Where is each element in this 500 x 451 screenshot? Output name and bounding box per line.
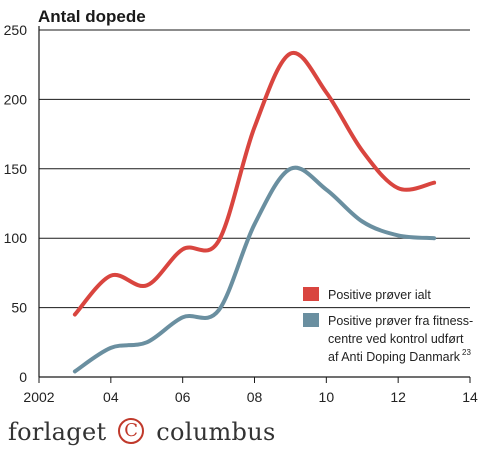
series-2-point: [217, 308, 221, 312]
publisher-name-left: forlaget: [8, 418, 107, 446]
series-1-point: [360, 149, 364, 153]
series-1-point: [324, 90, 328, 94]
series-1-point: [109, 274, 113, 278]
series-1-point: [432, 181, 436, 185]
legend: Positive prøver ialt Positive prøver fra …: [303, 287, 473, 364]
series-line-2: [72, 165, 437, 374]
series-1-point: [396, 186, 400, 190]
legend-label-2-line: Positive prøver fra fitness-: [328, 314, 473, 328]
y-tick-label: 100: [4, 230, 28, 246]
x-tick-label: 2002: [23, 389, 54, 405]
legend-label-1: Positive prøver ialt: [328, 288, 431, 302]
y-tick-label: 50: [11, 300, 27, 316]
publisher-name-right: columbus: [156, 418, 276, 446]
x-tick-label: 10: [319, 389, 335, 405]
axes: 0 50 100 150 200 250 2002 04 06 08 10 12 14: [4, 22, 478, 405]
series-2-point: [109, 346, 113, 350]
x-tick-label: 04: [103, 389, 119, 405]
series-2-point: [360, 220, 364, 224]
series-2-point: [253, 222, 257, 226]
legend-label-2-line: af Anti Doping Danmark 23: [328, 348, 471, 364]
series-1-point: [253, 125, 257, 129]
series-1-point: [288, 52, 292, 56]
series-1-point: [181, 247, 185, 251]
series-1-point: [73, 313, 77, 317]
series-2-point: [73, 369, 77, 373]
x-tick-label: 12: [390, 389, 406, 405]
y-tick-label: 200: [4, 91, 28, 107]
series-2-point: [181, 315, 185, 319]
x-tick-label: 06: [175, 389, 191, 405]
y-tick-label: 250: [4, 22, 28, 38]
publisher-logo: forlaget C columbus: [8, 417, 276, 447]
legend-label-2-line: centre ved kontrol udført: [328, 332, 464, 346]
series-2-point: [145, 340, 149, 344]
x-tick-label: 08: [247, 389, 263, 405]
series-lines: [72, 50, 437, 374]
series-2-point: [432, 236, 436, 240]
y-tick-label: 0: [19, 369, 27, 385]
copyright-icon: C: [118, 417, 145, 444]
y-tick-label: 150: [4, 161, 28, 177]
series-line-1: [72, 50, 437, 317]
grid-lines: [39, 29, 470, 309]
legend-swatch-2: [303, 313, 319, 327]
chart-title: Antal dopede: [38, 7, 146, 26]
series-2-point: [324, 188, 328, 192]
series-2-point: [288, 167, 292, 171]
x-tick-label: 14: [462, 389, 478, 405]
footnote-superscript: 23: [462, 348, 471, 357]
legend-swatch-1: [303, 287, 319, 301]
series-2-point: [396, 233, 400, 237]
series-1-point: [145, 283, 149, 287]
series-1-point: [217, 239, 221, 243]
